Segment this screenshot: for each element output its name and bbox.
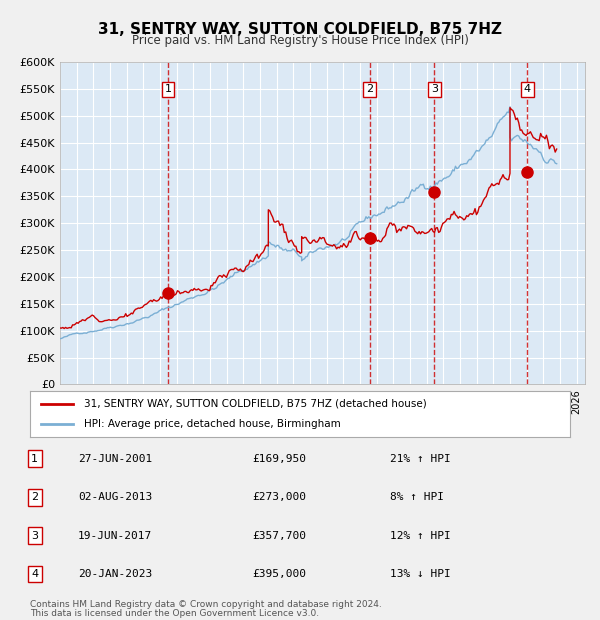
Text: 3: 3 <box>431 84 438 94</box>
Text: 13% ↓ HPI: 13% ↓ HPI <box>390 569 451 579</box>
Text: 19-JUN-2017: 19-JUN-2017 <box>78 531 152 541</box>
Text: 1: 1 <box>31 454 38 464</box>
Text: 3: 3 <box>31 531 38 541</box>
Text: 31, SENTRY WAY, SUTTON COLDFIELD, B75 7HZ (detached house): 31, SENTRY WAY, SUTTON COLDFIELD, B75 7H… <box>84 399 427 409</box>
Text: 31, SENTRY WAY, SUTTON COLDFIELD, B75 7HZ: 31, SENTRY WAY, SUTTON COLDFIELD, B75 7H… <box>98 22 502 37</box>
Text: Price paid vs. HM Land Registry's House Price Index (HPI): Price paid vs. HM Land Registry's House … <box>131 34 469 47</box>
Text: 27-JUN-2001: 27-JUN-2001 <box>78 454 152 464</box>
Text: 20-JAN-2023: 20-JAN-2023 <box>78 569 152 579</box>
Text: £273,000: £273,000 <box>252 492 306 502</box>
Text: This data is licensed under the Open Government Licence v3.0.: This data is licensed under the Open Gov… <box>30 609 319 618</box>
Text: 21% ↑ HPI: 21% ↑ HPI <box>390 454 451 464</box>
Text: 1: 1 <box>164 84 172 94</box>
Text: 2: 2 <box>31 492 38 502</box>
Text: 8% ↑ HPI: 8% ↑ HPI <box>390 492 444 502</box>
Text: £169,950: £169,950 <box>252 454 306 464</box>
Text: 4: 4 <box>31 569 38 579</box>
Text: 4: 4 <box>524 84 531 94</box>
Text: 12% ↑ HPI: 12% ↑ HPI <box>390 531 451 541</box>
Text: Contains HM Land Registry data © Crown copyright and database right 2024.: Contains HM Land Registry data © Crown c… <box>30 600 382 609</box>
Text: 2: 2 <box>366 84 373 94</box>
Text: HPI: Average price, detached house, Birmingham: HPI: Average price, detached house, Birm… <box>84 419 341 429</box>
Text: £357,700: £357,700 <box>252 531 306 541</box>
Text: £395,000: £395,000 <box>252 569 306 579</box>
Text: 02-AUG-2013: 02-AUG-2013 <box>78 492 152 502</box>
